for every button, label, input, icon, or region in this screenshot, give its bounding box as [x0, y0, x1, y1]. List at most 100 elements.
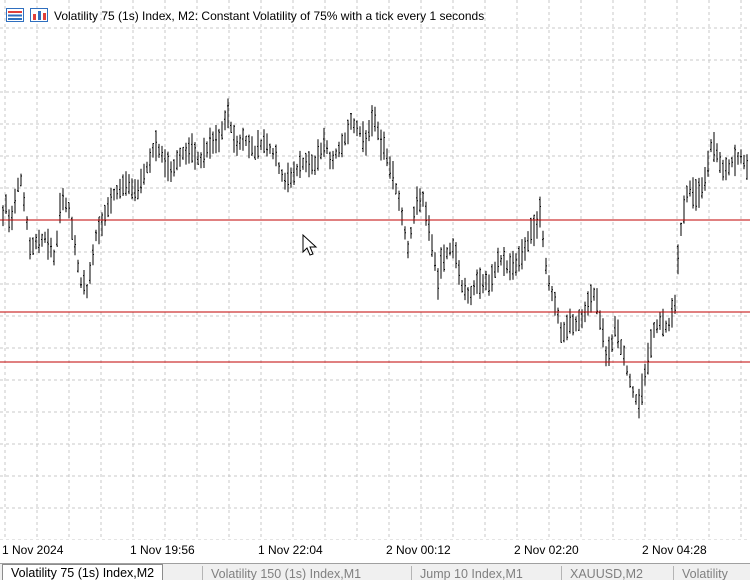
price-bar: [665, 320, 667, 333]
price-bars: [2, 98, 748, 419]
price-bar: [560, 322, 562, 343]
price-bar: [215, 125, 217, 154]
price-bar: [2, 205, 4, 227]
price-bar: [464, 277, 466, 301]
price-bar: [308, 151, 310, 178]
time-label: 1 Nov 22:04: [258, 543, 323, 557]
price-bar: [272, 148, 274, 160]
price-bar: [476, 269, 478, 294]
price-bar: [221, 121, 223, 140]
price-bar: [479, 267, 481, 299]
price-bar: [326, 140, 328, 154]
price-bar: [32, 237, 34, 255]
price-bar: [386, 148, 388, 167]
price-bar: [275, 144, 277, 167]
price-bar: [248, 134, 250, 159]
price-bar: [449, 242, 451, 256]
price-bar: [530, 217, 532, 244]
price-bar: [533, 214, 535, 247]
price-bar: [428, 215, 430, 241]
price-bar: [746, 154, 748, 180]
price-bar: [110, 187, 112, 214]
price-bar: [284, 172, 286, 190]
price-bar: [128, 174, 130, 195]
price-bar: [521, 239, 523, 270]
price-bar: [563, 321, 565, 343]
price-bar: [158, 143, 160, 158]
price-bar: [140, 168, 142, 194]
price-bar: [164, 149, 166, 178]
tab-xauusd[interactable]: XAUUSD,M2: [561, 566, 651, 580]
price-bar: [200, 152, 202, 169]
price-bar: [131, 178, 133, 200]
price-bar: [419, 188, 421, 213]
price-bar: [728, 159, 730, 176]
price-bar: [320, 142, 322, 160]
price-bar: [14, 188, 16, 214]
price-bar: [185, 142, 187, 165]
price-bar: [398, 190, 400, 211]
price-bar: [734, 144, 736, 177]
chart-list-icon[interactable]: [6, 7, 24, 25]
price-bar: [116, 185, 118, 200]
price-bar: [650, 329, 652, 358]
price-bar: [461, 280, 463, 293]
price-bar: [371, 105, 373, 137]
price-bar: [605, 346, 607, 367]
price-bar: [575, 316, 577, 332]
price-bar: [620, 339, 622, 355]
price-bar: [596, 288, 598, 315]
price-bar: [203, 137, 205, 168]
price-bar: [359, 126, 361, 137]
price-bar: [71, 216, 73, 240]
price-bar: [578, 309, 580, 331]
price-bar: [47, 228, 49, 260]
price-bar: [512, 250, 514, 280]
price-bar: [416, 186, 418, 215]
price-bar: [683, 195, 685, 224]
price-bar: [437, 268, 439, 300]
price-bar: [488, 274, 490, 296]
price-bar: [191, 133, 193, 163]
price-bar: [368, 120, 370, 142]
price-bar: [377, 121, 379, 141]
tab-jump-10[interactable]: Jump 10 Index,M1: [411, 566, 531, 580]
price-chart[interactable]: [0, 0, 750, 540]
price-bar: [269, 143, 271, 154]
price-bar: [458, 260, 460, 285]
price-bar: [548, 275, 550, 291]
price-bar: [731, 156, 733, 168]
price-bar: [182, 146, 184, 160]
bar-chart-icon[interactable]: [30, 7, 48, 25]
price-bar: [356, 120, 358, 137]
price-bar: [701, 177, 703, 199]
price-bar: [623, 345, 625, 366]
price-bar: [668, 317, 670, 332]
tab-volatility-150[interactable]: Volatility 150 (1s) Index,M1: [202, 566, 370, 580]
price-bar: [722, 159, 724, 181]
price-bar: [29, 237, 31, 260]
price-bar: [485, 270, 487, 291]
price-bar: [494, 261, 496, 278]
price-bar: [80, 277, 82, 288]
price-bar: [491, 264, 493, 292]
price-bar: [344, 132, 346, 146]
tab-volatility[interactable]: Volatility: [673, 566, 736, 580]
price-bar: [197, 151, 199, 165]
price-chart-area[interactable]: Volatility 75 (1s) Index, M2: Constant V…: [0, 0, 750, 540]
tab-volatility-75[interactable]: Volatility 75 (1s) Index,M2: [2, 564, 164, 580]
price-bar: [608, 336, 610, 366]
time-label: 1 Nov 2024: [2, 543, 64, 557]
price-bar: [290, 167, 292, 188]
price-bar: [662, 308, 664, 337]
price-bar: [314, 155, 316, 175]
price-bar: [293, 161, 295, 185]
price-bar: [710, 139, 712, 153]
price-bar: [740, 149, 742, 164]
price-bar: [77, 259, 79, 273]
price-bar: [593, 287, 595, 301]
price-bar: [689, 180, 691, 197]
price-bar: [137, 179, 139, 200]
price-bar: [674, 294, 676, 314]
